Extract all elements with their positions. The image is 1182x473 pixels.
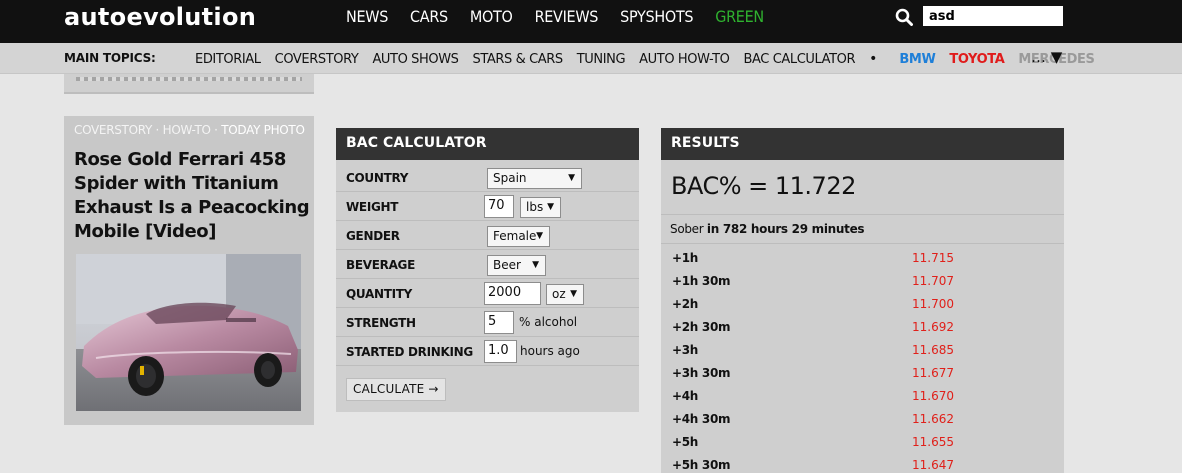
topic-stars-cars[interactable]: STARS & CARS bbox=[472, 51, 564, 67]
calculator-title: BAC CALCULATOR bbox=[336, 128, 639, 160]
brand-bmw[interactable]: BMW bbox=[899, 51, 936, 67]
nav-spyshots[interactable]: SPYSHOTS bbox=[620, 7, 694, 26]
topic-editorial[interactable]: EDITORIAL bbox=[195, 51, 261, 67]
bac-value: BAC% = 11.722 bbox=[671, 172, 856, 200]
separator-dot: • bbox=[869, 51, 878, 67]
chevron-down-icon: ▼ bbox=[570, 289, 577, 299]
started-suffix: hours ago bbox=[520, 344, 580, 358]
beverage-label: BEVERAGE bbox=[346, 258, 416, 272]
list-item: +1h 11.715 bbox=[672, 251, 954, 265]
nav-news[interactable]: NEWS bbox=[346, 7, 389, 26]
quantity-label: QUANTITY bbox=[346, 287, 413, 301]
topic-tuning[interactable]: TUNING bbox=[576, 51, 626, 67]
list-item: +2h 30m 11.692 bbox=[672, 320, 954, 334]
weight-row: WEIGHT 70 lbs ▼ bbox=[336, 192, 639, 221]
quantity-input[interactable]: 2000 bbox=[484, 282, 541, 305]
brand-mercedes[interactable]: MERCEDES bbox=[1018, 51, 1095, 67]
started-label: STARTED DRINKING bbox=[346, 345, 473, 359]
list-item: +3h 11.685 bbox=[672, 343, 954, 357]
quantity-unit-select[interactable]: oz ▼ bbox=[546, 284, 584, 305]
main-nav: NEWS CARS MOTO REVIEWS SPYSHOTS GREEN bbox=[346, 7, 786, 26]
results-panel: RESULTS BAC% = 11.722 Sober in 782 hours… bbox=[661, 128, 1064, 473]
article-card[interactable]: COVERSTORY · HOW-TO · TODAY PHOTO Rose G… bbox=[64, 116, 314, 425]
top-bar: autoevolution NEWS CARS MOTO REVIEWS SPY… bbox=[0, 0, 1182, 43]
started-input[interactable]: 1.0 bbox=[484, 340, 517, 363]
list-item: +2h 11.700 bbox=[672, 297, 954, 311]
started-row: STARTED DRINKING 1.0 hours ago bbox=[336, 337, 639, 366]
topics-label: MAIN TOPICS: bbox=[64, 51, 156, 65]
topic-auto-shows[interactable]: AUTO SHOWS bbox=[372, 51, 459, 67]
list-item: +3h 30m 11.677 bbox=[672, 366, 954, 380]
previous-article-image bbox=[76, 77, 302, 81]
article-title[interactable]: Rose Gold Ferrari 458 Spider with Titani… bbox=[74, 149, 310, 242]
brand-toyota[interactable]: TOYOTA bbox=[949, 51, 1005, 67]
chevron-down-icon: ▼ bbox=[536, 231, 543, 241]
site-logo[interactable]: autoevolution bbox=[64, 3, 257, 31]
previous-article-card[interactable] bbox=[64, 74, 314, 94]
weight-unit-select[interactable]: lbs ▼ bbox=[520, 197, 561, 218]
gender-label: GENDER bbox=[346, 229, 400, 243]
crumb-today-photo[interactable]: TODAY PHOTO bbox=[221, 123, 305, 137]
strength-suffix: % alcohol bbox=[519, 315, 578, 329]
search-icon[interactable] bbox=[895, 8, 913, 26]
strength-input[interactable]: 5 bbox=[484, 311, 514, 334]
strength-row: STRENGTH 5 % alcohol bbox=[336, 308, 639, 337]
topic-bac-calculator[interactable]: BAC CALCULATOR bbox=[743, 51, 856, 67]
nav-green[interactable]: GREEN bbox=[715, 7, 764, 26]
country-label: COUNTRY bbox=[346, 171, 409, 185]
breadcrumb: COVERSTORY · HOW-TO · TODAY PHOTO bbox=[74, 123, 305, 137]
chevron-down-icon: ▼ bbox=[532, 260, 539, 270]
country-row: COUNTRY Spain ▼ bbox=[336, 163, 639, 192]
quantity-row: QUANTITY 2000 oz ▼ bbox=[336, 279, 639, 308]
country-select[interactable]: Spain ▼ bbox=[487, 168, 582, 189]
gender-row: GENDER Female ▼ bbox=[336, 221, 639, 250]
results-list: +1h 11.715 +1h 30m 11.707 +2h 11.700 +2h 30… bbox=[661, 247, 1064, 473]
gender-select[interactable]: Female ▼ bbox=[487, 226, 550, 247]
calculate-button[interactable]: CALCULATE → bbox=[346, 378, 446, 401]
topics-bar: MAIN TOPICS: EDITORIAL COVERSTORY AUTO S… bbox=[0, 43, 1182, 74]
topics-nav: EDITORIAL COVERSTORY AUTO SHOWS STARS & … bbox=[195, 51, 1108, 67]
beverage-row: BEVERAGE Beer ▼ bbox=[336, 250, 639, 279]
beverage-select[interactable]: Beer ▼ bbox=[487, 255, 546, 276]
sober-estimate: Sober in 782 hours 29 minutes bbox=[661, 214, 1064, 244]
list-item: +5h 30m 11.647 bbox=[672, 458, 954, 472]
crumb-coverstory[interactable]: COVERSTORY bbox=[74, 123, 153, 137]
nav-cars[interactable]: CARS bbox=[410, 7, 448, 26]
search-input[interactable] bbox=[923, 6, 1063, 26]
nav-moto[interactable]: MOTO bbox=[469, 7, 513, 26]
topic-auto-how-to[interactable]: AUTO HOW-TO bbox=[639, 51, 730, 67]
list-item: +5h 11.655 bbox=[672, 435, 954, 449]
weight-label: WEIGHT bbox=[346, 200, 399, 214]
crumb-how-to[interactable]: HOW-TO bbox=[162, 123, 211, 137]
list-item: +4h 30m 11.662 bbox=[672, 412, 954, 426]
topic-coverstory[interactable]: COVERSTORY bbox=[274, 51, 359, 67]
strength-label: STRENGTH bbox=[346, 316, 416, 330]
nav-reviews[interactable]: REVIEWS bbox=[534, 7, 599, 26]
list-item: +4h 11.670 bbox=[672, 389, 954, 403]
weight-input[interactable]: 70 bbox=[484, 195, 514, 218]
chevron-down-icon: ▼ bbox=[547, 202, 554, 212]
results-title: RESULTS bbox=[661, 128, 1064, 160]
bac-calculator-panel: BAC CALCULATOR COUNTRY Spain ▼ WEIGHT 70 … bbox=[336, 128, 639, 412]
list-item: +1h 30m 11.707 bbox=[672, 274, 954, 288]
more-topics-button[interactable]: … ▼ bbox=[1031, 48, 1063, 66]
chevron-down-icon: ▼ bbox=[568, 173, 575, 183]
article-photo[interactable] bbox=[76, 254, 301, 411]
